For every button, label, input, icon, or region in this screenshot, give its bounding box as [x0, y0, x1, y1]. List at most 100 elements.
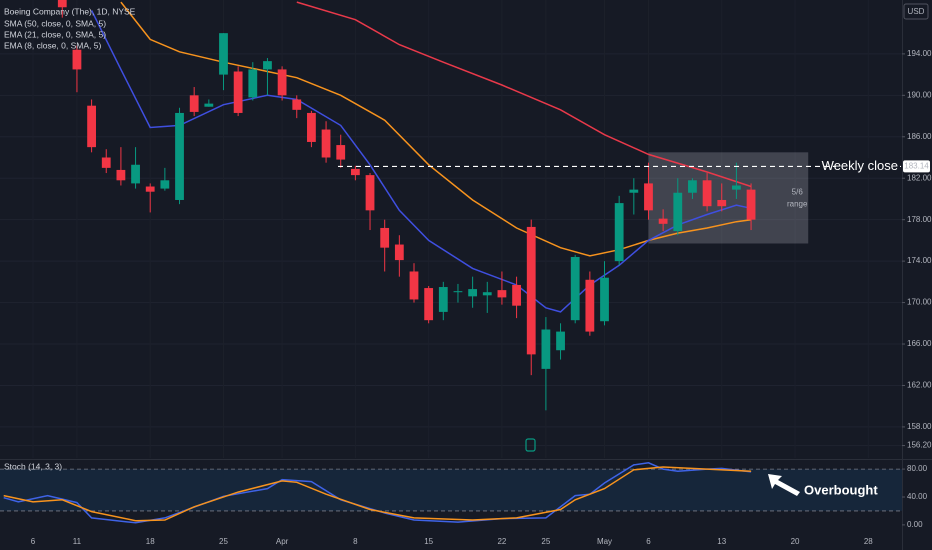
- candle-body: [497, 290, 507, 298]
- candle-body: [746, 189, 756, 220]
- candle-body: [526, 226, 536, 355]
- annotation-arrow: [768, 474, 800, 496]
- x-tick-label: 25: [219, 537, 228, 546]
- candle-body: [175, 112, 184, 200]
- price-grid: [0, 53, 902, 447]
- line-series: [296, 1, 752, 188]
- x-tick-label: 8: [353, 537, 358, 546]
- y-tick-label: 0.00: [907, 520, 923, 529]
- candle-body: [101, 157, 111, 168]
- y-tick-label: 194.00: [907, 49, 932, 58]
- candle-body: [233, 71, 243, 113]
- candle-body: [614, 203, 624, 262]
- y-tick-label: 80.00: [907, 464, 928, 473]
- x-tick-label: 6: [31, 537, 36, 546]
- candle-body: [145, 186, 155, 192]
- price-pane: [57, 0, 902, 411]
- stoch-pane: [0, 462, 902, 524]
- x-tick-label: 25: [541, 537, 550, 546]
- candle-body: [57, 0, 67, 8]
- x-tick-label: 6: [646, 537, 651, 546]
- candle-body: [189, 95, 199, 112]
- candle-body: [131, 164, 140, 184]
- stoch-title: Stoch (14, 3, 3): [4, 461, 62, 471]
- x-tick-label: 18: [146, 537, 155, 546]
- candle-body: [116, 169, 126, 181]
- price-label-box: [903, 160, 930, 173]
- x-tick-label: 11: [73, 537, 82, 546]
- currency: USD: [908, 7, 925, 16]
- range-label: 5/6: [792, 187, 804, 196]
- candle-body: [453, 291, 463, 293]
- x-tick-label: 22: [497, 537, 506, 546]
- y-tick-label: 156.20: [907, 441, 932, 450]
- y-tick-label: 178.00: [907, 215, 932, 224]
- candle-body: [482, 292, 492, 296]
- x-tick-label: 15: [424, 537, 433, 546]
- candle-body: [248, 69, 258, 98]
- candle-body: [424, 288, 434, 321]
- line-series: [90, 10, 752, 313]
- x-tick-label: 28: [864, 537, 873, 546]
- x-tick-label: 20: [791, 537, 800, 546]
- candle-body: [204, 103, 214, 107]
- candle-body: [277, 69, 287, 96]
- candle-body: [350, 168, 360, 176]
- candle-body: [673, 192, 683, 232]
- candle-body: [600, 277, 609, 322]
- candle-body: [263, 61, 272, 70]
- candle-body: [541, 329, 551, 369]
- earnings-icon: [525, 438, 536, 452]
- candle-body: [468, 289, 478, 297]
- y-tick-label: 190.00: [907, 90, 932, 99]
- x-tick-label: May: [597, 537, 612, 546]
- candle-body: [292, 99, 302, 110]
- chart-title: Boeing Company (The), 1D, NYSE: [4, 6, 136, 16]
- candle-body: [72, 49, 82, 70]
- x-tick-label: 13: [717, 537, 726, 546]
- axes: 194.00 190.00 186.00 182.00 178.00 174.00 170.…: [31, 49, 932, 546]
- candle-body: [629, 189, 639, 193]
- y-tick-label: 182.00: [907, 173, 932, 182]
- range-label: range: [787, 199, 808, 208]
- y-tick-label: 158.00: [907, 422, 932, 431]
- candle-body: [307, 112, 316, 142]
- y-tick-label: 166.00: [907, 339, 932, 348]
- annotation: Overbought: [804, 482, 878, 497]
- candle-body: [702, 180, 712, 207]
- reference-text: Weekly close: [822, 158, 898, 173]
- candle-body: [732, 185, 741, 190]
- x-tick-label: Apr: [276, 537, 289, 546]
- legend-entry: EMA (21, close, 0, SMA, 5): [4, 29, 106, 39]
- candle-body: [688, 180, 697, 193]
- y-tick-label: 170.00: [907, 298, 932, 307]
- candle-body: [87, 105, 96, 148]
- candle-body: [409, 271, 419, 300]
- y-tick-label: 174.00: [907, 256, 932, 265]
- legend-entry: EMA (8, close, 0, SMA, 5): [4, 40, 101, 50]
- candle-body: [717, 199, 727, 207]
- candle-body: [160, 180, 170, 189]
- y-tick-label: 186.00: [907, 132, 932, 141]
- candle-body: [512, 284, 521, 306]
- band: [0, 469, 902, 511]
- price-label: 183.14: [904, 162, 929, 171]
- candle-body: [570, 256, 580, 321]
- candle-body: [585, 279, 595, 332]
- candle-body: [336, 145, 346, 160]
- candle-body: [394, 244, 404, 261]
- candle-body: [658, 218, 668, 224]
- reference-text-bg: [836, 158, 900, 175]
- candle-body: [438, 287, 448, 312]
- candle-body: [219, 33, 228, 75]
- legend-entry: SMA (50, close, 0, SMA, 5): [4, 18, 106, 28]
- candle-body: [380, 227, 390, 248]
- y-tick-label: 162.00: [907, 381, 932, 390]
- candle-body: [644, 183, 653, 211]
- currency-box: [903, 3, 929, 20]
- candle-body: [365, 175, 375, 211]
- y-tick-label: 40.00: [907, 492, 928, 501]
